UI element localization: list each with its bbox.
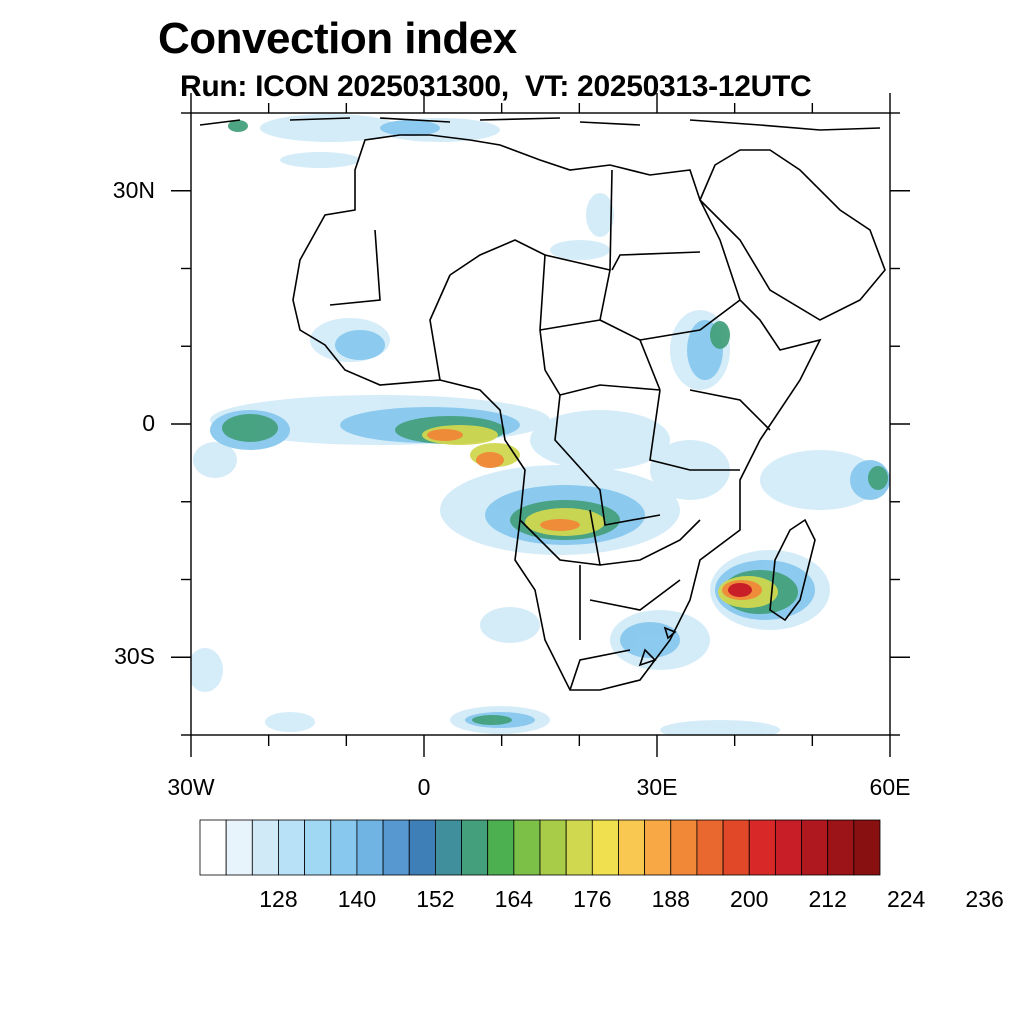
- colorbar-swatch: [513, 819, 541, 876]
- colorbar-swatch: [304, 819, 332, 876]
- lat-tick-label: 30N: [112, 176, 155, 203]
- colorbar-swatch: [251, 819, 279, 876]
- colorbar-swatch: [330, 819, 358, 876]
- colorbar-swatch: [565, 819, 593, 876]
- colorbar-swatch: [696, 819, 724, 876]
- lon-tick-label: 0: [417, 774, 431, 800]
- colorbar-swatch: [539, 819, 567, 876]
- colorbar-swatch: [434, 819, 462, 876]
- colorbar-tick-label: 140: [337, 886, 377, 912]
- chart-title: Convection index: [158, 14, 517, 63]
- colorbar-swatch: [853, 819, 881, 876]
- colorbar-swatch: [199, 819, 227, 876]
- lat-tick-label: 30S: [114, 643, 155, 670]
- lon-tick-label: 30W: [167, 774, 215, 800]
- lon-tick-label: 60E: [869, 774, 911, 800]
- axis-ticks: [171, 93, 910, 757]
- colorbar-swatch: [591, 819, 619, 876]
- lat-tick-label: 0: [142, 410, 155, 436]
- colorbar-tick-label: 128: [259, 886, 298, 912]
- colorbar-tick-label: 224: [886, 886, 926, 912]
- colorbar-swatch: [748, 819, 776, 876]
- colorbar-tick-label: 236: [965, 886, 1004, 912]
- colorbar-swatch: [382, 819, 410, 876]
- colorbar-swatch: [408, 819, 436, 876]
- chart-subtitle: Run: ICON 2025031300, VT: 20250313-12UTC: [180, 70, 812, 103]
- coastline: [199, 117, 886, 691]
- colorbar-swatch: [487, 819, 515, 876]
- colorbar-swatch: [644, 819, 672, 876]
- colorbar-tick-label: 188: [651, 886, 690, 912]
- colorbar-swatch: [722, 819, 750, 876]
- colorbar-swatch: [827, 819, 855, 876]
- colorbar-tick-label: 200: [730, 886, 769, 912]
- colorbar-swatch: [618, 819, 646, 876]
- colorbar-tick-label: 176: [573, 886, 612, 912]
- colorbar-swatch: [225, 819, 253, 876]
- convection-field: [191, 114, 890, 735]
- colorbar-swatch: [356, 819, 384, 876]
- colorbar-tick-label: 152: [416, 886, 455, 912]
- colorbar-swatch: [801, 819, 829, 876]
- colorbar-tick-label: 164: [494, 886, 534, 912]
- colorbar-swatch: [278, 819, 306, 876]
- colorbar-swatch: [670, 819, 698, 876]
- colorbar-swatch: [461, 819, 489, 876]
- colorbar-tick-label: 212: [808, 886, 847, 912]
- colorbar-swatch: [774, 819, 802, 876]
- lon-tick-label: 30E: [636, 774, 678, 800]
